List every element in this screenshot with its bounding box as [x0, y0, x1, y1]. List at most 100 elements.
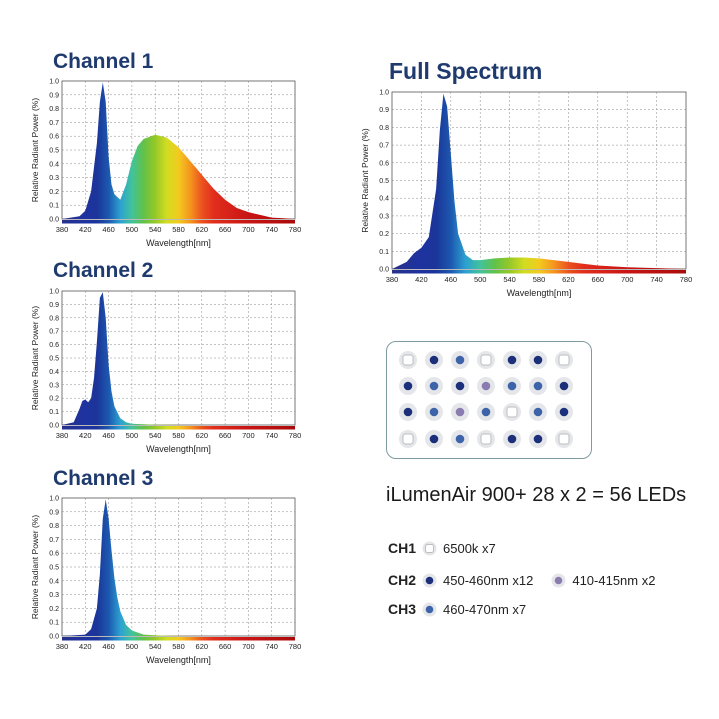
y-tick-label: 0.6 [49, 342, 59, 349]
x-tick-label: 420 [79, 225, 92, 234]
x-tick-label: 700 [242, 431, 255, 440]
led-white-icon [480, 433, 491, 444]
wavelength-color-bar [62, 220, 295, 224]
x-tick-label: 620 [196, 225, 209, 234]
led-white-icon [558, 433, 569, 444]
led-color-icon [429, 434, 438, 443]
x-tick-label: 540 [503, 275, 516, 284]
x-tick-label: 700 [242, 642, 255, 651]
led-color-icon [429, 355, 438, 364]
x-axis-label: Wavelength[nm] [146, 655, 211, 665]
y-tick-label: 0.2 [49, 606, 59, 613]
y-tick-label: 0.2 [379, 231, 389, 238]
chart-title-channel-1: Channel 1 [53, 50, 154, 73]
y-tick-label: 0.1 [379, 249, 389, 256]
y-tick-label: 0.0 [49, 634, 59, 641]
x-tick-label: 780 [680, 275, 693, 284]
legend-ch3: CH3 460-470nm x7 [388, 601, 544, 617]
y-axis-label: Relative Radiant Power (%) [30, 306, 40, 411]
x-tick-label: 580 [533, 275, 546, 284]
legend-ch3-label: CH3 [388, 601, 417, 617]
x-tick-label: 740 [650, 275, 663, 284]
led-color-icon [533, 434, 542, 443]
y-tick-label: 0.4 [49, 578, 59, 585]
x-tick-label: 420 [79, 642, 92, 651]
x-tick-label: 540 [149, 642, 162, 651]
spectrum-area [62, 82, 295, 220]
led-color-icon [507, 434, 516, 443]
chart-title-channel-3: Channel 3 [53, 467, 154, 490]
x-tick-label: 420 [415, 275, 428, 284]
y-tick-label: 0.8 [49, 106, 59, 113]
led-count-headline: iLumenAir 900+ 28 x 2 = 56 LEDs [386, 484, 687, 506]
x-tick-label: 740 [265, 642, 278, 651]
led-white-icon [558, 354, 569, 365]
legend-ch3-item: 460-470nm x7 [443, 601, 527, 617]
led-color-icon [429, 407, 438, 416]
led-color-icon [559, 407, 568, 416]
legend-ch2: CH2 450-460nm x12 410-415nm x2 [388, 572, 673, 588]
y-tick-label: 0.9 [49, 92, 59, 99]
x-tick-label: 380 [56, 431, 69, 440]
x-tick-label: 540 [149, 225, 162, 234]
x-axis-label: Wavelength[nm] [507, 288, 572, 298]
legend-ch1-item: 6500k x7 [443, 540, 496, 556]
legend-ch1-label: CH1 [388, 540, 417, 556]
x-tick-label: 460 [102, 642, 115, 651]
y-tick-label: 0.5 [49, 565, 59, 572]
x-tick-label: 620 [562, 275, 575, 284]
chart-title-channel-2: Channel 2 [53, 259, 154, 282]
y-tick-label: 0.5 [49, 148, 59, 155]
y-tick-label: 0.2 [49, 396, 59, 403]
led-color-icon [429, 381, 438, 390]
y-tick-label: 1.0 [379, 90, 389, 97]
x-tick-label: 460 [102, 431, 115, 440]
y-tick-label: 0.3 [379, 213, 389, 220]
led-white-icon [402, 433, 413, 444]
wavelength-color-bar [62, 426, 295, 430]
x-tick-label: 620 [196, 642, 209, 651]
y-tick-label: 0.8 [379, 125, 389, 132]
y-tick-label: 0.4 [49, 161, 59, 168]
y-tick-label: 0.8 [49, 523, 59, 530]
y-tick-label: 0.1 [49, 203, 59, 210]
x-tick-label: 500 [126, 225, 139, 234]
x-tick-label: 540 [149, 431, 162, 440]
led-blue-icon [422, 602, 437, 616]
x-tick-label: 740 [265, 431, 278, 440]
led-panel [386, 341, 592, 459]
legend-ch2-label: CH2 [388, 572, 417, 588]
y-tick-label: 1.0 [49, 289, 59, 296]
led-color-icon [481, 407, 490, 416]
y-tick-label: 0.8 [49, 315, 59, 322]
led-color-icon [533, 407, 542, 416]
led-white-icon [506, 406, 517, 417]
led-violet-icon [551, 573, 566, 587]
led-color-icon [533, 355, 542, 364]
y-tick-label: 0.3 [49, 592, 59, 599]
y-tick-label: 0.7 [49, 120, 59, 127]
y-tick-label: 0.9 [49, 302, 59, 309]
x-tick-label: 420 [79, 431, 92, 440]
x-tick-label: 460 [445, 275, 458, 284]
y-tick-label: 0.6 [379, 160, 389, 167]
legend-ch2-item1: 450-460nm x12 [443, 572, 534, 588]
led-color-icon [481, 381, 490, 390]
x-tick-label: 380 [56, 642, 69, 651]
x-tick-label: 380 [56, 225, 69, 234]
led-color-icon [403, 407, 412, 416]
x-tick-label: 660 [219, 431, 232, 440]
led-color-icon [455, 355, 464, 364]
x-tick-label: 660 [592, 275, 605, 284]
y-tick-label: 0.9 [379, 107, 389, 114]
x-tick-label: 780 [289, 642, 302, 651]
y-tick-label: 0.0 [49, 217, 59, 224]
spectrum-area [62, 499, 295, 636]
y-tick-label: 0.3 [49, 382, 59, 389]
x-tick-label: 500 [126, 431, 139, 440]
y-tick-label: 0.4 [49, 369, 59, 376]
led-white-icon [402, 354, 413, 365]
x-tick-label: 700 [242, 225, 255, 234]
